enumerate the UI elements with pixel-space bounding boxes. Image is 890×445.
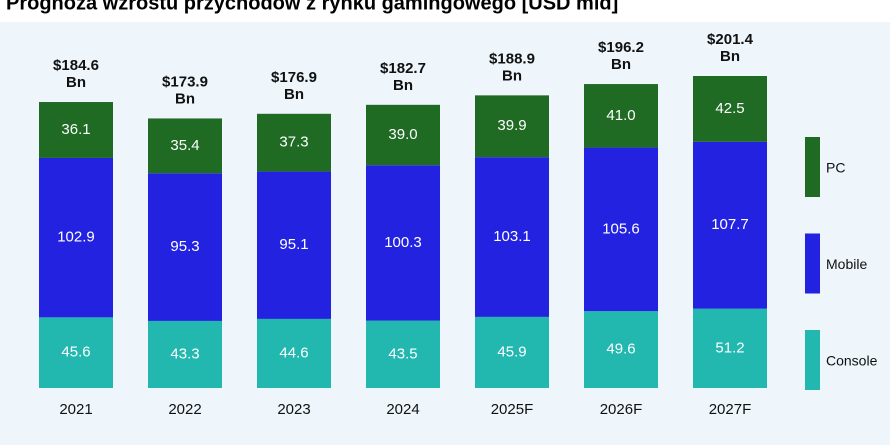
- bar-segment: [366, 104, 440, 166]
- bar-segment: [39, 157, 113, 318]
- x-tick-label: 2021: [59, 401, 92, 418]
- value-label: 100.3: [384, 234, 422, 251]
- bar-segment: [693, 308, 767, 388]
- bar-segment: [475, 316, 549, 388]
- legend-swatch: [805, 233, 820, 294]
- bar-segment: [148, 173, 222, 321]
- value-label: 103.1: [493, 228, 531, 245]
- bar-segment: [693, 76, 767, 142]
- value-label: 43.3: [170, 345, 199, 362]
- value-label: 51.2: [715, 339, 744, 356]
- total-label: Bn: [611, 56, 631, 73]
- total-label: Bn: [502, 67, 522, 84]
- bar-segment: [584, 311, 658, 388]
- legend-swatch: [805, 137, 820, 197]
- value-label: 49.6: [606, 341, 635, 358]
- value-label: 102.9: [57, 229, 95, 246]
- value-label: 95.3: [170, 238, 199, 255]
- value-label: 35.4: [170, 137, 199, 154]
- bar-segment: [148, 118, 222, 174]
- total-label: Bn: [175, 90, 195, 107]
- total-label: $176.9: [271, 69, 317, 86]
- value-label: 95.1: [279, 236, 308, 253]
- value-label: 36.1: [61, 121, 90, 138]
- bar-segment: [475, 95, 549, 158]
- value-label: 43.5: [388, 345, 417, 362]
- total-label: $182.7: [380, 60, 426, 77]
- total-label: Bn: [393, 77, 413, 94]
- bar-segment: [584, 147, 658, 312]
- x-tick-label: 2024: [386, 401, 419, 418]
- value-label: 45.9: [497, 343, 526, 360]
- value-label: 37.3: [279, 134, 308, 151]
- value-label: 44.6: [279, 344, 308, 361]
- value-label: 107.7: [711, 216, 749, 233]
- value-label: 39.0: [388, 126, 417, 143]
- total-label: $188.9: [489, 50, 535, 67]
- value-label: 41.0: [606, 107, 635, 124]
- bar-segment: [584, 84, 658, 148]
- x-tick-label: 2026F: [600, 401, 643, 418]
- legend-label: PC: [826, 160, 845, 176]
- bar-segment: [148, 320, 222, 388]
- x-tick-label: 2027F: [709, 401, 752, 418]
- legend-label: Console: [826, 353, 878, 369]
- value-label: 45.6: [61, 344, 90, 361]
- bar-segment: [257, 171, 331, 319]
- bar-segment: [475, 157, 549, 317]
- bar-segment: [366, 165, 440, 321]
- x-tick-label: 2025F: [491, 401, 534, 418]
- value-label: 105.6: [602, 220, 640, 237]
- total-label: $196.2: [598, 39, 644, 56]
- total-label: Bn: [284, 86, 304, 103]
- bar-segment: [257, 318, 331, 388]
- x-tick-label: 2022: [168, 401, 201, 418]
- total-label: $201.4: [707, 31, 754, 48]
- bar-segment: [366, 320, 440, 388]
- total-label: Bn: [720, 48, 740, 65]
- total-label: Bn: [66, 74, 86, 91]
- bar-segment: [257, 113, 331, 172]
- value-label: 39.9: [497, 117, 526, 134]
- bar-segment: [693, 141, 767, 309]
- total-label: $184.6: [53, 57, 99, 74]
- legend-swatch: [805, 330, 820, 390]
- total-label: $173.9: [162, 73, 208, 90]
- chart-title: Prognoza wzrostu przychodów z rynku gami…: [6, 0, 618, 14]
- bar-segment: [39, 102, 113, 158]
- legend-label: Mobile: [826, 256, 867, 272]
- value-label: 42.5: [715, 100, 744, 117]
- x-tick-label: 2023: [277, 401, 310, 418]
- bar-segment: [39, 317, 113, 388]
